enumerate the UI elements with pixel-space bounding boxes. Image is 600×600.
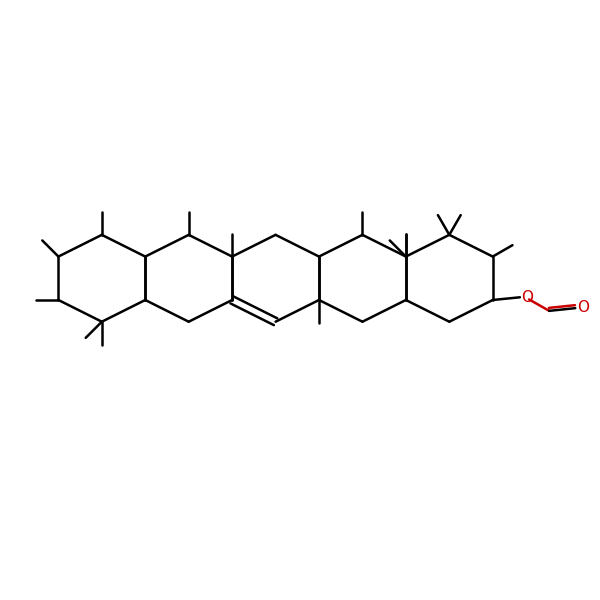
Text: O: O <box>521 290 533 305</box>
Text: O: O <box>577 299 589 314</box>
